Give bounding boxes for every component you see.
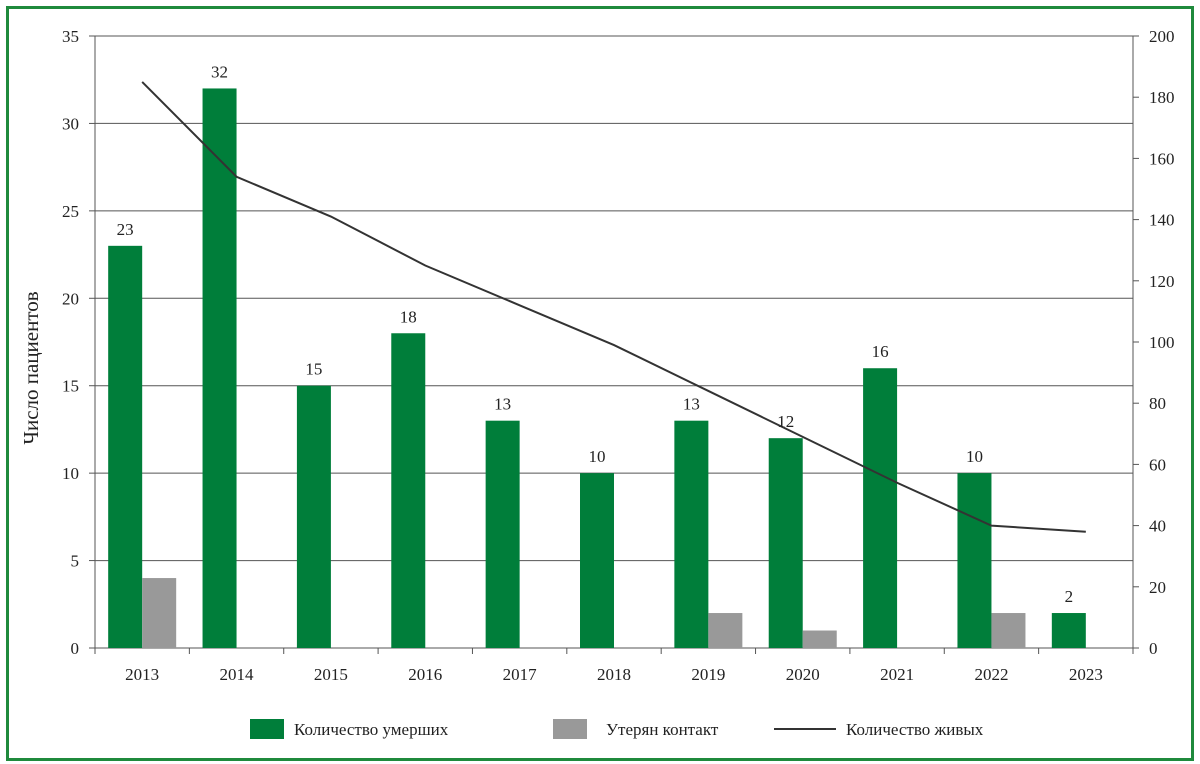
y2-tick-label: 60 (1149, 455, 1166, 474)
bar-deceased (957, 473, 992, 648)
y2-tick-label: 120 (1149, 272, 1175, 291)
bar-deceased (485, 420, 520, 648)
bar-deceased (202, 88, 237, 648)
data-label: 10 (589, 447, 606, 466)
bar-lost-contact (991, 613, 1026, 648)
bar-lost-contact (708, 613, 743, 648)
legend-label-deceased: Количество умерших (294, 720, 449, 739)
y-tick-label: 20 (62, 289, 79, 308)
y-axis-label: Число пациентов (19, 291, 43, 444)
y-tick-label: 0 (71, 639, 80, 658)
y2-tick-label: 40 (1149, 517, 1166, 536)
data-label: 13 (494, 395, 511, 414)
y-tick-label: 25 (62, 202, 79, 221)
y-tick-label: 5 (71, 552, 80, 571)
x-tick-label: 2018 (597, 665, 631, 684)
y2-tick-label: 200 (1149, 27, 1175, 46)
y-tick-label: 15 (62, 377, 79, 396)
x-tick-label: 2014 (220, 665, 255, 684)
y2-tick-label: 0 (1149, 639, 1158, 658)
data-label: 13 (683, 395, 700, 414)
data-label: 16 (872, 342, 889, 361)
bar-deceased (391, 333, 426, 648)
x-tick-label: 2023 (1069, 665, 1103, 684)
y-tick-label: 35 (62, 27, 79, 46)
bar-lost-contact (142, 578, 177, 648)
x-tick-label: 2019 (691, 665, 725, 684)
bar-deceased (296, 385, 331, 648)
y-tick-label: 30 (62, 114, 79, 133)
bar-deceased (768, 438, 803, 648)
x-tick-label: 2022 (974, 665, 1008, 684)
legend-swatch-deceased (250, 719, 284, 739)
y2-tick-label: 160 (1149, 149, 1175, 168)
bar-deceased (1051, 613, 1086, 648)
y2-tick-label: 140 (1149, 211, 1175, 230)
x-tick-label: 2016 (408, 665, 442, 684)
y2-tick-label: 180 (1149, 88, 1175, 107)
x-tick-label: 2015 (314, 665, 348, 684)
bar-deceased (863, 368, 898, 648)
y2-tick-label: 20 (1149, 578, 1166, 597)
data-label: 23 (117, 220, 134, 239)
data-label: 2 (1065, 587, 1074, 606)
x-tick-label: 2017 (503, 665, 538, 684)
y-tick-label: 10 (62, 464, 79, 483)
line-alive (141, 81, 1086, 533)
bar-lost-contact (802, 630, 837, 648)
legend-label-alive: Количество живых (846, 720, 984, 739)
y2-tick-label: 80 (1149, 394, 1166, 413)
legend-label-lost-contact: Утерян контакт (606, 720, 719, 739)
x-tick-label: 2013 (125, 665, 159, 684)
data-label: 10 (966, 447, 983, 466)
data-label: 18 (400, 307, 417, 326)
x-tick-label: 2021 (880, 665, 914, 684)
legend-swatch-lost-contact (553, 719, 587, 739)
bar-deceased (580, 473, 614, 648)
bar-deceased (108, 245, 143, 649)
data-label: 12 (777, 412, 794, 431)
data-label: 15 (305, 360, 322, 379)
y2-tick-label: 100 (1149, 333, 1175, 352)
x-tick-label: 2020 (786, 665, 820, 684)
bar-deceased (674, 420, 709, 648)
data-label: 32 (211, 62, 228, 81)
legend: Количество умерших Утерян контакт Количе… (250, 719, 984, 739)
